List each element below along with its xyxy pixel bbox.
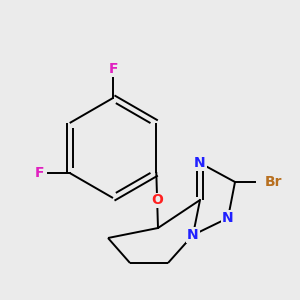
Text: N: N	[222, 211, 234, 225]
Text: O: O	[151, 194, 163, 208]
Text: Br: Br	[265, 175, 283, 189]
Text: F: F	[35, 166, 44, 180]
Text: N: N	[187, 228, 199, 242]
Text: N: N	[194, 156, 206, 170]
Text: F: F	[108, 62, 118, 76]
